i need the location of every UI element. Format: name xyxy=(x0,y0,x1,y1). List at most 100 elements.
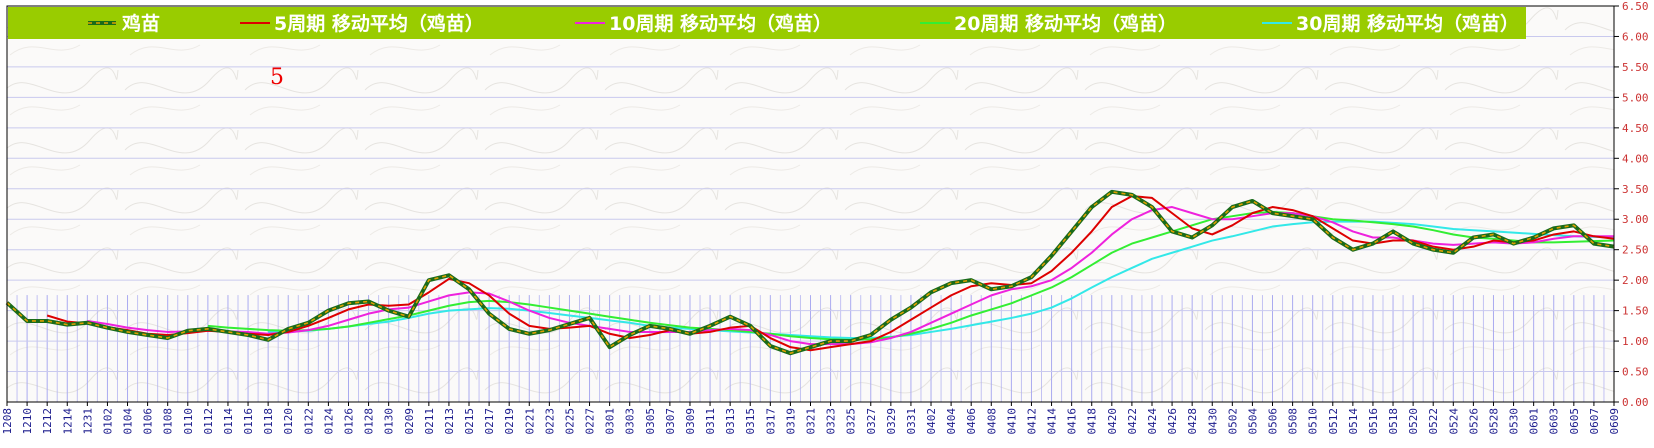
series-line-ma1 xyxy=(46,195,1615,352)
x-tick-label: 0412 xyxy=(1025,408,1038,435)
x-tick-label: 0420 xyxy=(1106,408,1119,435)
x-tick-label: 0309 xyxy=(684,408,697,435)
x-tick-label: 0528 xyxy=(1487,408,1500,435)
x-tick-label: 1231 xyxy=(81,408,94,435)
x-tick-label: 1208 xyxy=(1,408,14,435)
x-tick-label: 0512 xyxy=(1327,408,1340,435)
x-tick-label: 0422 xyxy=(1126,408,1139,435)
x-tick-label: 0128 xyxy=(363,408,376,435)
x-tick-label: 0424 xyxy=(1146,408,1159,435)
x-tick-label: 0307 xyxy=(664,408,677,435)
y-tick-label: 4.50 xyxy=(1622,122,1649,135)
y-tick-label: 0.00 xyxy=(1622,396,1649,409)
x-tick-label: 0430 xyxy=(1206,408,1219,435)
series-layer xyxy=(5,189,1615,356)
x-tick-label: 0329 xyxy=(885,408,898,435)
y-tick-label: 2.50 xyxy=(1622,244,1649,257)
x-tick-label: 0404 xyxy=(945,408,958,435)
series-line-ma4 xyxy=(268,220,1615,340)
x-axis: 1208 1210 1212 1214 1231 0102 0104 0106 0108 0110… xyxy=(1,402,1621,435)
x-tick-label: 0126 xyxy=(342,408,355,435)
x-tick-label: 0319 xyxy=(784,408,797,435)
x-tick-label: 1210 xyxy=(21,408,34,435)
x-tick-label: 0321 xyxy=(805,408,818,435)
x-tick-label: 0331 xyxy=(905,408,918,435)
x-tick-label: 0526 xyxy=(1467,408,1480,435)
x-tick-label: 0219 xyxy=(503,408,516,435)
x-tick-label: 0118 xyxy=(262,408,275,435)
x-tick-label: 0603 xyxy=(1548,408,1561,435)
x-tick-label: 0225 xyxy=(563,408,576,435)
x-tick-label: 0217 xyxy=(483,408,496,435)
x-tick-label: 1212 xyxy=(41,408,54,435)
x-tick-label: 0221 xyxy=(523,408,536,435)
x-tick-label: 0428 xyxy=(1186,408,1199,435)
x-tick-label: 0506 xyxy=(1267,408,1280,435)
legend-label: 5周期 移动平均（鸡苗） xyxy=(274,12,484,35)
x-tick-label: 0426 xyxy=(1166,408,1179,435)
y-tick-label: 0.50 xyxy=(1622,366,1649,379)
x-tick-label: 0215 xyxy=(463,408,476,435)
grid xyxy=(6,35,1615,402)
x-tick-label: 0406 xyxy=(965,408,978,435)
x-tick-label: 0124 xyxy=(322,408,335,435)
x-tick-label: 0605 xyxy=(1568,408,1581,435)
x-tick-label: 0520 xyxy=(1407,408,1420,435)
x-tick-label: 0122 xyxy=(302,408,315,435)
x-tick-label: 0223 xyxy=(543,408,556,435)
y-tick-label: 2.00 xyxy=(1622,274,1649,287)
y-tick-label: 5.50 xyxy=(1622,61,1649,74)
x-tick-label: 0514 xyxy=(1347,408,1360,435)
y-tick-label: 3.50 xyxy=(1622,183,1649,196)
y-tick-label: 3.00 xyxy=(1622,213,1649,226)
x-tick-label: 0211 xyxy=(423,408,436,435)
x-tick-label: 0311 xyxy=(704,408,717,435)
y-tick-label: 1.00 xyxy=(1622,335,1649,348)
x-tick-label: 1214 xyxy=(61,408,74,435)
x-tick-label: 0130 xyxy=(383,408,396,435)
x-tick-label: 0522 xyxy=(1427,408,1440,435)
x-tick-label: 0120 xyxy=(282,408,295,435)
x-tick-label: 0102 xyxy=(101,408,114,435)
x-tick-label: 0327 xyxy=(865,408,878,435)
legend: 鸡苗 5周期 移动平均（鸡苗） 10周期 移动平均（鸡苗） 20周期 移动平均（鸡苗）… xyxy=(8,7,1526,39)
series-line-main-dash xyxy=(6,191,1615,355)
x-tick-label: 0323 xyxy=(825,408,838,435)
x-tick-label: 0227 xyxy=(584,408,597,435)
x-tick-label: 0418 xyxy=(1086,408,1099,435)
x-tick-label: 0313 xyxy=(724,408,737,435)
series-line-ma3 xyxy=(207,210,1615,341)
x-tick-label: 0516 xyxy=(1367,408,1380,435)
chart-annotation: 5 xyxy=(270,65,284,90)
x-tick-label: 0402 xyxy=(925,408,938,435)
x-tick-label: 0315 xyxy=(744,408,757,435)
x-tick-label: 0209 xyxy=(403,408,416,435)
legend-label: 20周期 移动平均（鸡苗） xyxy=(954,12,1177,35)
y-tick-label: 5.00 xyxy=(1622,91,1649,104)
y-axis: 0.00 0.50 1.00 1.50 2.00 2.50 3.00 3.50 4.00 4.50… xyxy=(1614,0,1649,409)
y-tick-label: 6.00 xyxy=(1622,30,1649,43)
x-tick-label: 0410 xyxy=(1005,408,1018,435)
x-tick-label: 0416 xyxy=(1066,408,1079,435)
x-tick-label: 0502 xyxy=(1226,408,1239,435)
x-tick-label: 0213 xyxy=(443,408,456,435)
legend-label: 鸡苗 xyxy=(121,12,160,35)
x-tick-label: 0106 xyxy=(142,408,155,435)
x-tick-label: 0414 xyxy=(1046,408,1059,435)
x-tick-label: 0530 xyxy=(1508,408,1521,435)
x-tick-label: 0609 xyxy=(1608,408,1621,435)
plot-frame xyxy=(6,5,1615,403)
x-tick-label: 0504 xyxy=(1246,408,1259,435)
x-tick-label: 0325 xyxy=(845,408,858,435)
x-tick-label: 0112 xyxy=(202,408,215,435)
legend-label: 10周期 移动平均（鸡苗） xyxy=(609,12,832,35)
x-tick-label: 0301 xyxy=(604,408,617,435)
x-tick-label: 0408 xyxy=(985,408,998,435)
x-tick-label: 0305 xyxy=(644,408,657,435)
x-tick-label: 0317 xyxy=(764,408,777,435)
x-tick-label: 0508 xyxy=(1287,408,1300,435)
x-tick-label: 0601 xyxy=(1528,408,1541,435)
x-tick-label: 0114 xyxy=(222,408,235,435)
x-tick-label: 0303 xyxy=(624,408,637,435)
